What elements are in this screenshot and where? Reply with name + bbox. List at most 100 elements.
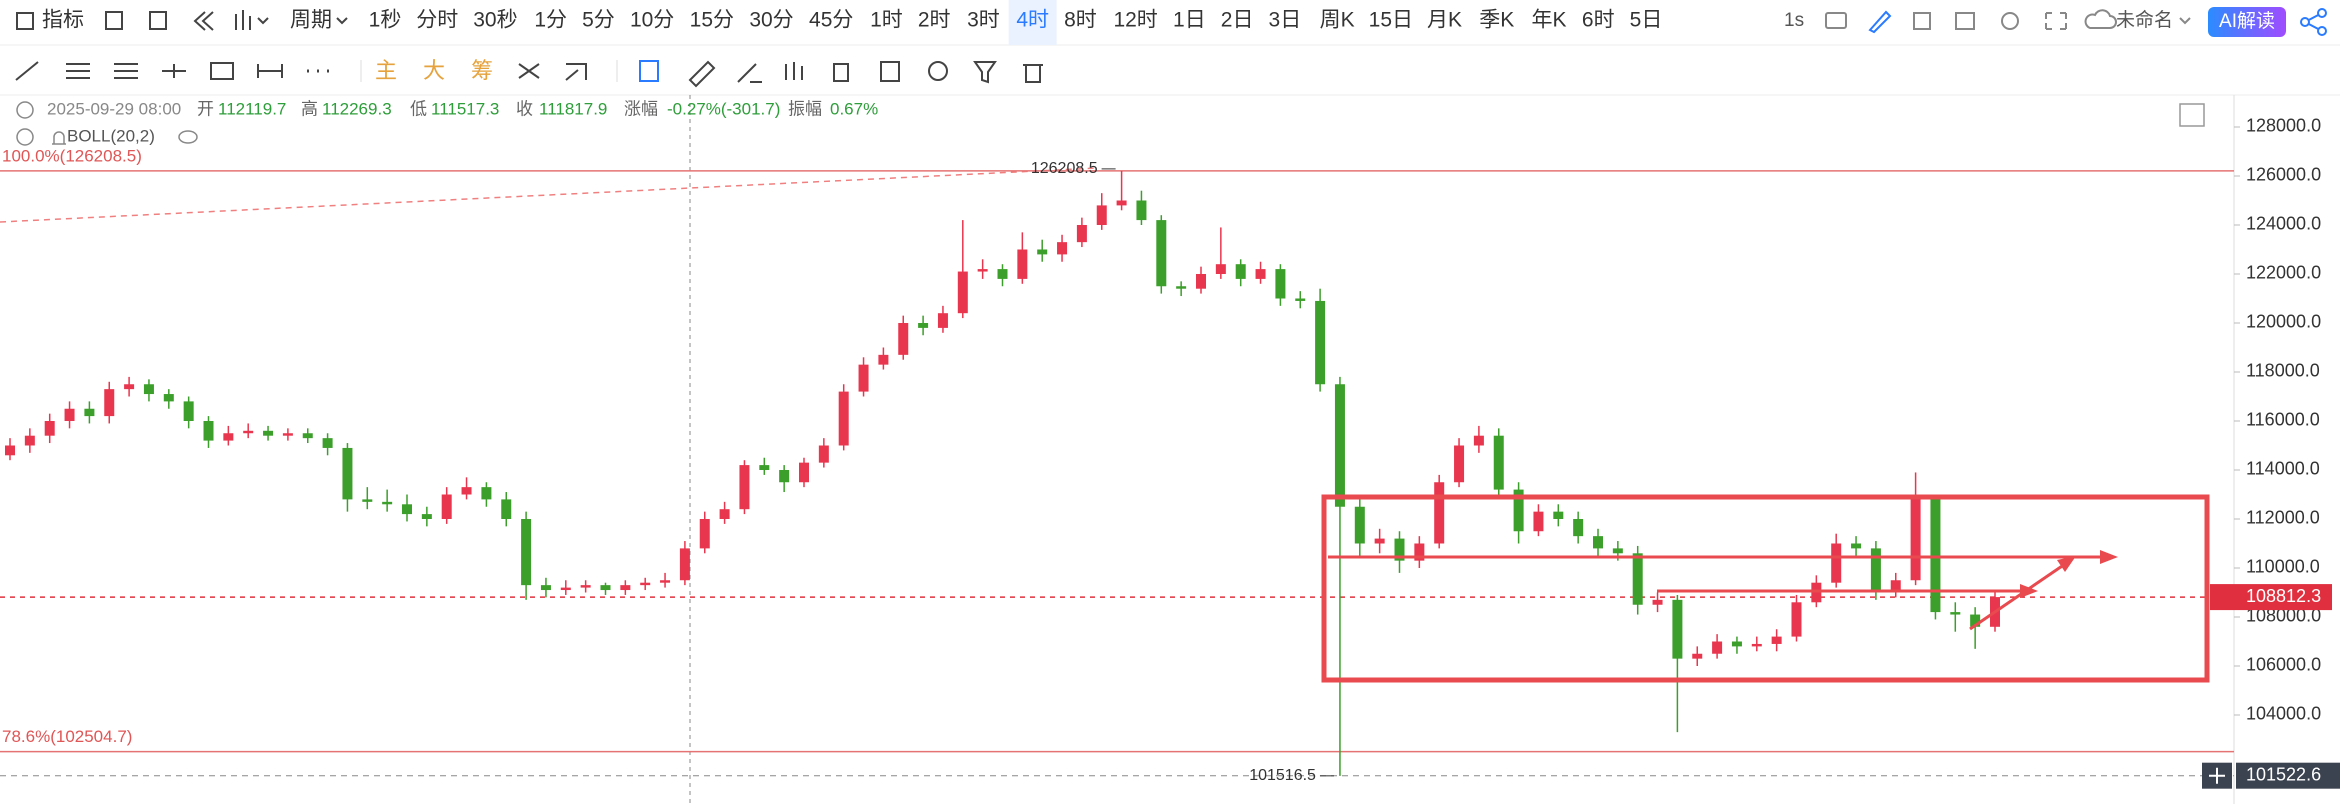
candle-body bbox=[1215, 264, 1226, 274]
tool-button[interactable] bbox=[565, 63, 587, 81]
icon-button[interactable] bbox=[105, 11, 123, 30]
trend-line bbox=[0, 167, 1098, 223]
tool-button[interactable] bbox=[162, 64, 186, 78]
tool-button[interactable] bbox=[1023, 64, 1043, 83]
candle-body bbox=[163, 394, 174, 402]
chart-type-button[interactable] bbox=[235, 10, 269, 30]
candle-body bbox=[858, 364, 869, 392]
tool-button[interactable] bbox=[15, 61, 39, 81]
ai-button-label[interactable]: AI解读 bbox=[2219, 10, 2275, 32]
interval-button[interactable]: 8时 bbox=[1064, 9, 1097, 32]
icon-button[interactable] bbox=[193, 11, 214, 31]
ai-button[interactable] bbox=[2208, 7, 2286, 37]
info-open-label: 开 bbox=[197, 99, 214, 118]
tool-button[interactable] bbox=[639, 60, 659, 82]
candle-body bbox=[481, 487, 492, 500]
tool-button[interactable] bbox=[785, 62, 803, 80]
candle-body bbox=[263, 430, 274, 436]
tool-button[interactable] bbox=[257, 64, 283, 78]
candle-body bbox=[1235, 264, 1246, 279]
candle-body bbox=[362, 499, 373, 502]
interval-button[interactable]: 季K bbox=[1479, 9, 1514, 32]
candle-body bbox=[302, 433, 313, 439]
info-amplitude: 0.67% bbox=[830, 99, 878, 118]
collapse-icon[interactable] bbox=[16, 128, 34, 146]
candle-body bbox=[183, 401, 194, 421]
fullscreen-button[interactable] bbox=[2045, 12, 2067, 30]
period-button[interactable]: 周期 bbox=[290, 9, 332, 32]
candle-body bbox=[1612, 548, 1623, 554]
tool-button[interactable] bbox=[973, 61, 997, 84]
interval-button[interactable]: 周K bbox=[1320, 9, 1355, 32]
indicator-icon[interactable] bbox=[16, 12, 34, 30]
candle-body bbox=[898, 322, 909, 355]
interval-button[interactable]: 30秒 bbox=[473, 9, 517, 32]
interval-button[interactable]: 年K bbox=[1531, 9, 1566, 32]
interval-button[interactable]: 月K bbox=[1427, 9, 1462, 32]
candle-body bbox=[600, 585, 611, 591]
chip-button[interactable]: 筹 bbox=[471, 58, 493, 83]
chip-button[interactable]: 主 bbox=[375, 58, 397, 83]
expand-button[interactable] bbox=[2179, 103, 2205, 127]
interval-button[interactable]: 3日 bbox=[1269, 9, 1302, 32]
candle-body bbox=[1334, 384, 1345, 507]
alert-icon[interactable] bbox=[52, 131, 66, 145]
interval-button[interactable]: 2时 bbox=[918, 9, 951, 32]
indicator-name[interactable]: BOLL(20,2) bbox=[67, 126, 155, 145]
candle-body bbox=[937, 313, 948, 328]
interval-button[interactable]: 4时 bbox=[1016, 9, 1049, 32]
candle-body bbox=[1831, 543, 1842, 583]
tool-button[interactable] bbox=[114, 63, 138, 79]
dropdown-icon bbox=[336, 17, 348, 25]
interval-button[interactable]: 1日 bbox=[1173, 9, 1206, 32]
interval-button[interactable]: 30分 bbox=[749, 9, 793, 32]
plot: 100.0%(126208.5) 78.6%(102504.7) 104000.0 1… bbox=[0, 95, 2340, 804]
interval-button[interactable]: 1时 bbox=[870, 9, 903, 32]
indicator-button[interactable]: 指标 bbox=[42, 9, 84, 32]
interval-button[interactable]: 3时 bbox=[967, 9, 1000, 32]
layout-name[interactable]: 未命名 bbox=[2116, 9, 2173, 31]
tool-button[interactable] bbox=[688, 60, 716, 88]
tool-button[interactable] bbox=[66, 63, 90, 79]
icon-button[interactable] bbox=[149, 11, 167, 30]
interval-button[interactable]: 15分 bbox=[690, 9, 734, 32]
tool-button[interactable] bbox=[928, 61, 948, 81]
interval-button[interactable]: 5日 bbox=[1630, 9, 1663, 32]
share-icon bbox=[2317, 26, 2327, 36]
interval-button[interactable]: 10分 bbox=[630, 9, 674, 32]
interval-button[interactable]: 2日 bbox=[1221, 9, 1254, 32]
chip-button[interactable]: 大 bbox=[423, 58, 445, 83]
collapse-icon[interactable] bbox=[16, 101, 34, 119]
info-high-label: 高 bbox=[301, 99, 318, 118]
candle-body bbox=[977, 269, 988, 272]
interval-button[interactable]: 12时 bbox=[1113, 9, 1157, 32]
interval-label[interactable]: 1s bbox=[1784, 10, 1804, 31]
candle-body bbox=[719, 509, 730, 519]
interval-button[interactable]: 分时 bbox=[416, 9, 458, 32]
interval-button[interactable]: 1分 bbox=[534, 9, 567, 32]
interval-button[interactable]: 15日 bbox=[1369, 9, 1413, 32]
draw-button[interactable] bbox=[1868, 10, 1892, 34]
chip-group: 主大筹 bbox=[375, 58, 493, 83]
fib-label: 78.6%(102504.7) bbox=[2, 727, 132, 746]
icon-button[interactable] bbox=[1955, 12, 1975, 30]
tool-button[interactable] bbox=[833, 63, 849, 82]
tool-button[interactable] bbox=[210, 62, 234, 80]
candle-body bbox=[1196, 273, 1206, 289]
interval-button[interactable]: 6时 bbox=[1582, 9, 1615, 32]
visibility-icon[interactable] bbox=[178, 130, 198, 144]
tool-button[interactable] bbox=[737, 63, 762, 83]
candle-body bbox=[1156, 220, 1167, 287]
tool-button[interactable] bbox=[518, 63, 540, 79]
candle-body bbox=[1751, 643, 1762, 647]
screenshot-button[interactable] bbox=[1825, 12, 1847, 29]
interval-button[interactable]: 1秒 bbox=[369, 9, 402, 32]
interval-button[interactable]: 45分 bbox=[809, 9, 853, 32]
icon-button[interactable] bbox=[1913, 12, 1931, 30]
interval-button[interactable]: 5分 bbox=[582, 9, 615, 32]
candle-body bbox=[1434, 482, 1445, 544]
tool-button[interactable] bbox=[880, 61, 900, 82]
candle-body bbox=[739, 465, 750, 510]
interval-highlight bbox=[1008, 0, 1057, 45]
settings-button[interactable] bbox=[2001, 12, 2019, 30]
